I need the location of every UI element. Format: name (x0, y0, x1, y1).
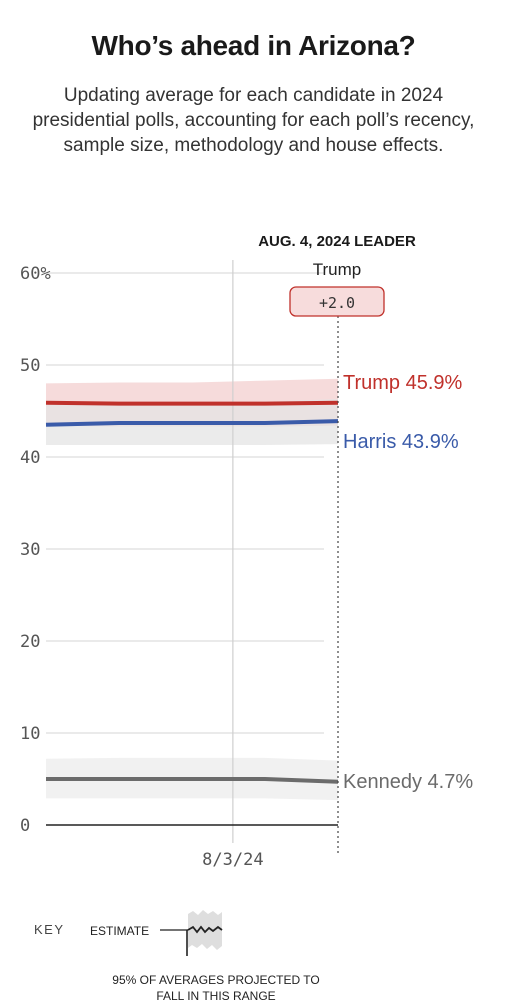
series-line-harris (45, 419, 339, 427)
grid-lines (46, 272, 324, 734)
x-tick-label: 8/3/24 (202, 850, 263, 870)
y-tick-label: 30 (20, 540, 40, 560)
y-tick-label: 10 (20, 724, 40, 744)
chart-subtitle: Updating average for each candidate in 2… (32, 85, 475, 156)
key-label: KEY (34, 922, 65, 937)
leader-heading: AUG. 4, 2024 LEADER (258, 233, 416, 250)
chart-title: Who’s ahead in Arizona? (91, 30, 416, 61)
leader-margin-value: +2.0 (319, 294, 355, 312)
key-range-band (188, 910, 222, 950)
y-tick-label: 60% (20, 264, 51, 284)
key-estimate-line (187, 925, 223, 934)
series-line-trump (45, 400, 339, 406)
end-label-harris: Harris 43.9% (343, 431, 459, 453)
y-tick-label: 0 (20, 816, 30, 836)
chart-key: KEY ESTIMATE 95% OF AVERAGES PROJECTED T… (0, 900, 507, 1003)
poll-average-chart: 0 10 20 30 40 50 60% Trump 45.9% Harris 43.9% Ke… (20, 233, 473, 870)
end-label-kennedy: Kennedy 4.7% (343, 771, 473, 793)
leader-margin-badge (289, 286, 385, 317)
x-axis-labels: 8/3/24 (202, 850, 263, 870)
end-label-trump: Trump 45.9% (343, 372, 463, 394)
y-tick-label: 40 (20, 448, 40, 468)
confidence-bands (46, 378, 338, 801)
key-range-label: 95% OF AVERAGES PROJECTED TO FALL IN THI… (112, 973, 320, 1003)
y-axis-labels: 0 10 20 30 40 50 60% (20, 264, 51, 836)
series-line-kennedy (46, 777, 339, 784)
y-tick-label: 20 (20, 632, 40, 652)
key-estimate-label: ESTIMATE (90, 924, 150, 938)
key-estimate-glyph (160, 910, 223, 956)
series-lines (45, 400, 339, 784)
leader-name: Trump (313, 260, 362, 279)
series-end-labels: Trump 45.9% Harris 43.9% Kennedy 4.7% (343, 372, 473, 793)
y-tick-label: 50 (20, 356, 40, 376)
